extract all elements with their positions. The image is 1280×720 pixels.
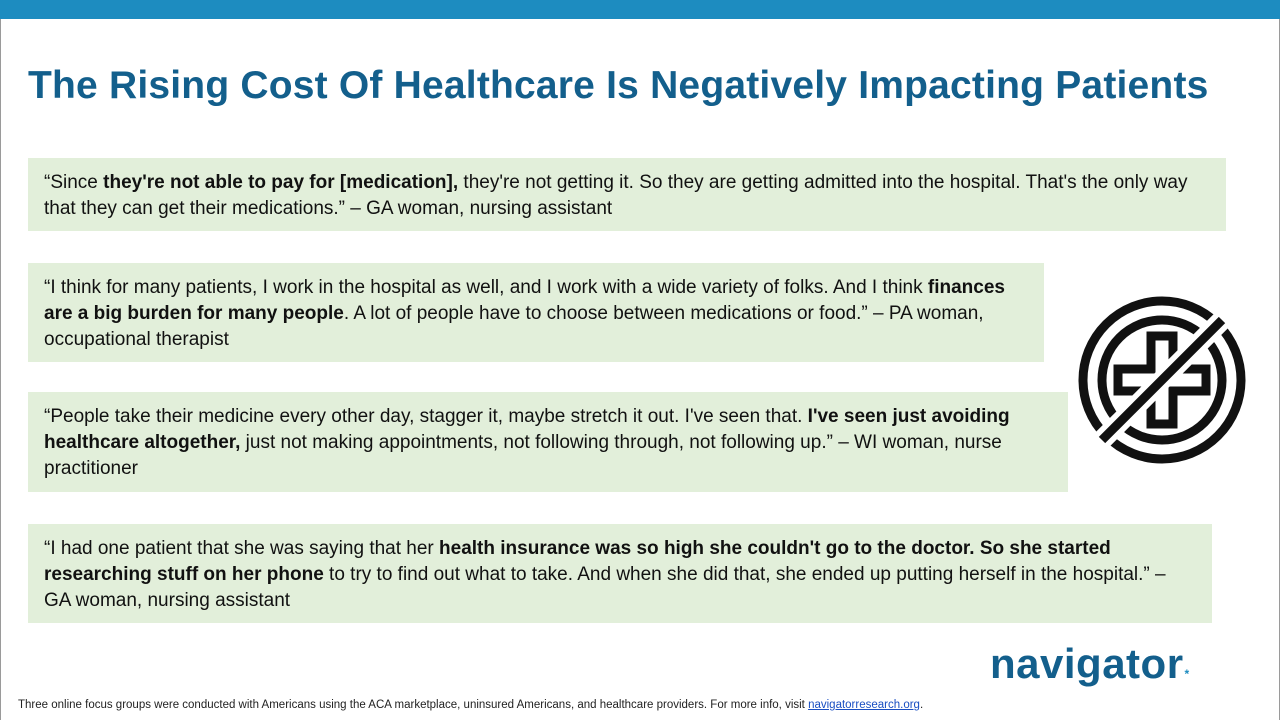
quote-emphasis: I've seen just avoiding healthcare altog… <box>44 406 1010 453</box>
quote-emphasis: health insurance was so high she couldn'… <box>44 538 1111 585</box>
logo-text: navigator <box>990 640 1184 687</box>
footnote: Three online focus groups were conducted… <box>18 699 923 711</box>
quote-text: just not making appointments, not follow… <box>44 432 1002 479</box>
quote-box: “I think for many patients, I work in th… <box>28 263 1044 362</box>
top-accent-bar <box>0 0 1280 19</box>
quote-text: “I think for many patients, I work in th… <box>44 277 928 298</box>
quote-emphasis: finances are a big burden for many peopl… <box>44 277 1005 324</box>
quote-box: “I had one patient that she was saying t… <box>28 524 1212 623</box>
quote-emphasis: they're not able to pay for [medication]… <box>103 172 459 193</box>
quote-text: “Since <box>44 172 104 193</box>
quote-text: “I had one patient that she was saying t… <box>44 538 440 559</box>
navigator-research-link[interactable]: navigatorresearch.org <box>808 699 920 711</box>
footnote-text: Three online focus groups were conducted… <box>18 699 809 711</box>
slide-title: The Rising Cost Of Healthcare Is Negativ… <box>28 64 1209 107</box>
logo-star-icon: * <box>1184 667 1190 681</box>
footnote-suffix: . <box>919 699 924 711</box>
quote-text: they're not getting it. So they are gett… <box>44 172 1188 219</box>
navigator-logo: navigator* <box>990 640 1190 688</box>
slide-border-left <box>0 19 1 720</box>
quote-text: “People take their medicine every other … <box>44 406 808 427</box>
quote-box: “People take their medicine every other … <box>28 392 1068 492</box>
quote-box: “Since they're not able to pay for [medi… <box>28 158 1226 231</box>
no-healthcare-icon <box>1078 296 1246 464</box>
quote-text: . A lot of people have to choose between… <box>44 303 984 350</box>
quote-text: to try to find out what to take. And whe… <box>44 564 1166 611</box>
